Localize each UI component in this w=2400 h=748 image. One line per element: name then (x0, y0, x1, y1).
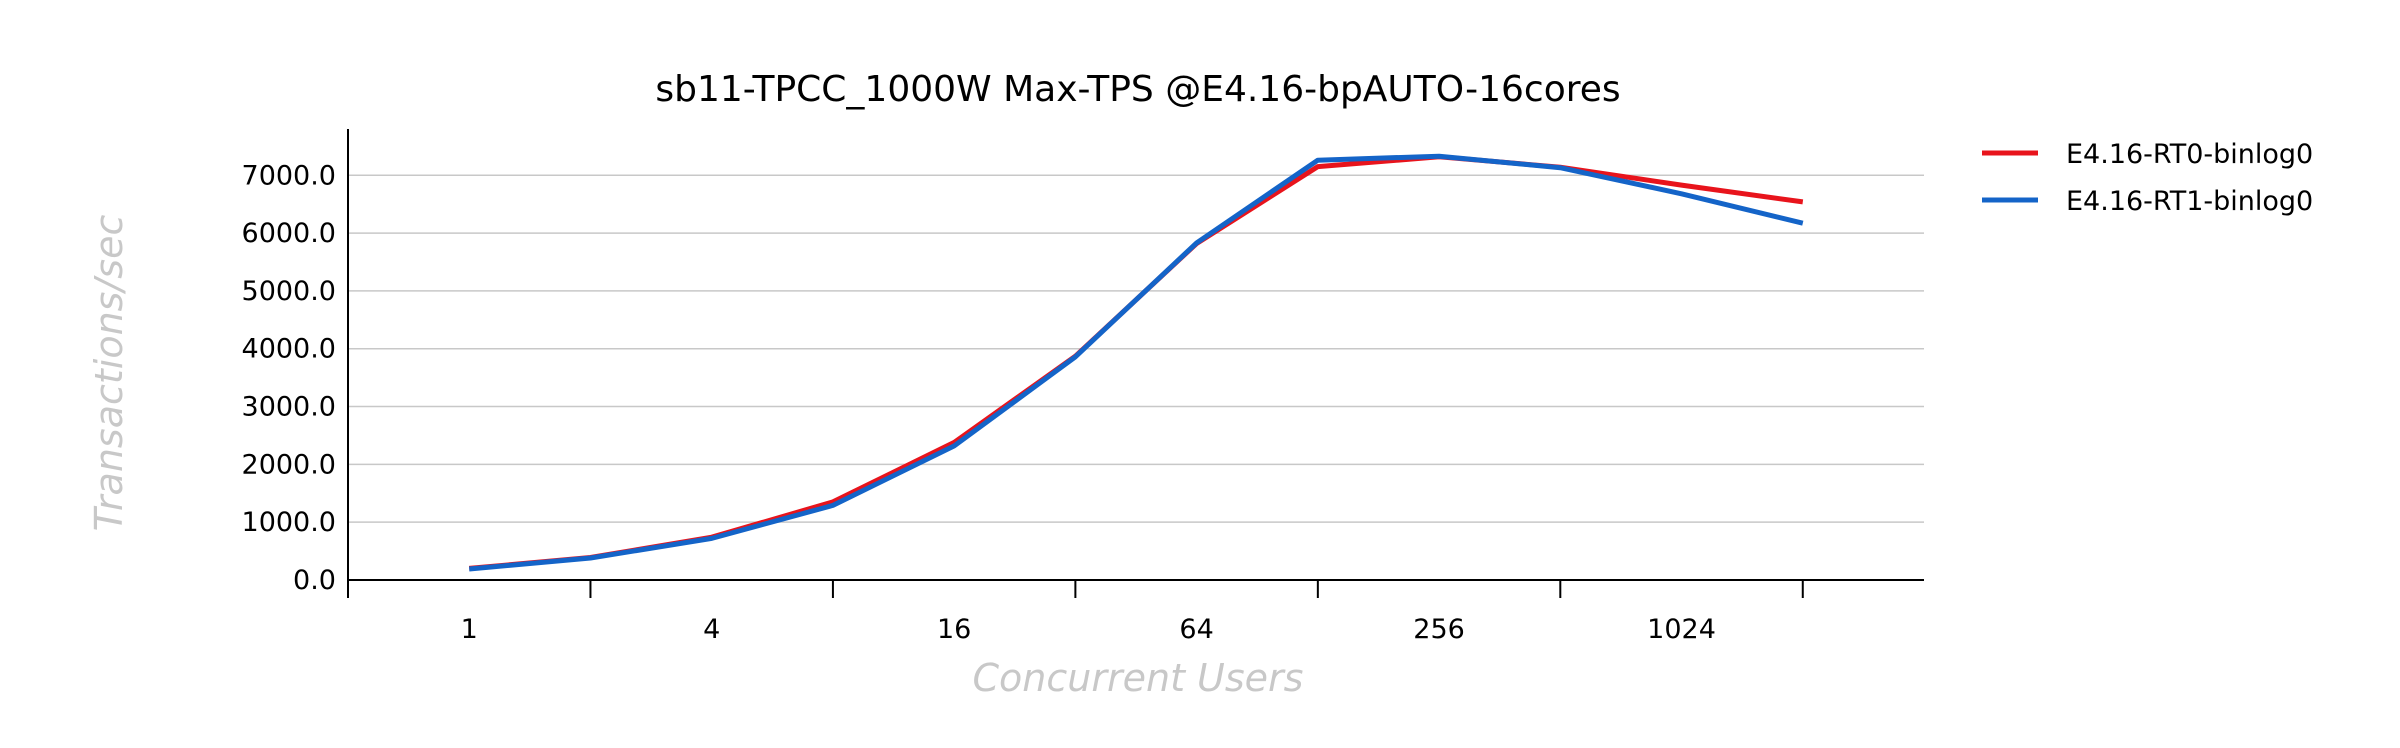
y-tick-label: 6000.0 (242, 218, 336, 249)
y-tick-label: 0.0 (293, 565, 336, 596)
legend: E4.16-RT0-binlog0 E4.16-RT1-binlog0 (1982, 139, 2313, 217)
y-tick-label: 4000.0 (242, 334, 336, 365)
x-tick-label: 256 (1413, 614, 1465, 645)
series-line-2 (468, 153, 1804, 572)
x-tick-label: 16 (937, 614, 971, 645)
legend-label: E4.16-RT0-binlog0 (2066, 139, 2313, 170)
y-tick-label: 7000.0 (242, 160, 336, 191)
y-tick-label: 2000.0 (242, 449, 336, 480)
x-tick-label: 4 (703, 614, 720, 645)
x-tick-label: 64 (1179, 614, 1213, 645)
y-axis-label: Transactions/sec (87, 215, 131, 532)
y-tick-label: 3000.0 (242, 392, 336, 423)
x-tick-label: 1024 (1647, 614, 1716, 645)
axes: 0.0 1000.0 2000.0 3000.0 4000.0 5000.0 6000.0 7… (242, 129, 1924, 645)
x-axis-label: Concurrent Users (973, 656, 1304, 700)
chart-title: sb11-TPCC_1000W Max-TPS @E4.16-bpAUTO-16… (655, 69, 1620, 110)
y-tick-label: 5000.0 (242, 276, 336, 307)
series-lines (468, 153, 1804, 572)
y-tick-label: 1000.0 (242, 507, 336, 538)
gridlines (348, 174, 1924, 523)
series-line-1 (468, 154, 1804, 571)
legend-label: E4.16-RT1-binlog0 (2066, 186, 2313, 217)
x-tick-label: 1 (461, 614, 478, 645)
